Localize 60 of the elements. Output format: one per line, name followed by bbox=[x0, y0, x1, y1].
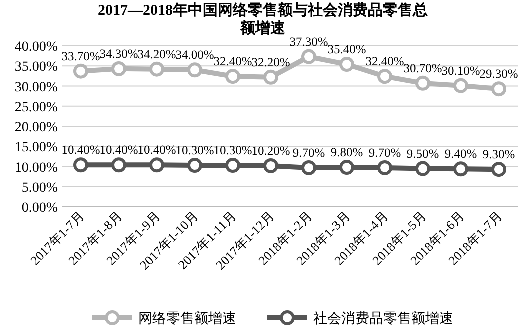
y-tick-label: 25.00% bbox=[14, 100, 58, 116]
y-tick-label: 40.00% bbox=[14, 40, 58, 55]
point bbox=[188, 158, 202, 174]
data-label: 34.00% bbox=[176, 48, 214, 62]
legend-label: 网络零售额增速 bbox=[138, 311, 236, 327]
point bbox=[454, 78, 468, 94]
point bbox=[378, 160, 392, 176]
point bbox=[340, 57, 354, 72]
data-label: 9.30% bbox=[482, 148, 516, 162]
data-label: 10.40% bbox=[100, 143, 138, 158]
data-label: 10.30% bbox=[214, 144, 252, 158]
point bbox=[492, 162, 506, 178]
data-label: 32.40% bbox=[366, 54, 404, 69]
data-label: 29.30% bbox=[480, 67, 518, 82]
point bbox=[302, 49, 316, 64]
point bbox=[74, 64, 88, 79]
y-tick-label: 30.00% bbox=[14, 80, 58, 96]
y-tick-label: 10.00% bbox=[14, 160, 58, 176]
data-label: 10.30% bbox=[176, 144, 214, 158]
y-tick-label: 35.00% bbox=[14, 60, 58, 76]
y-tick-label: 5.00% bbox=[22, 180, 58, 196]
point bbox=[340, 160, 354, 176]
data-label: 30.10% bbox=[442, 64, 480, 78]
data-label: 10.40% bbox=[62, 143, 100, 158]
point bbox=[150, 158, 164, 173]
point bbox=[226, 158, 240, 174]
point bbox=[112, 158, 126, 173]
data-label: 37.30% bbox=[290, 34, 328, 49]
y-tick-label: 15.00% bbox=[14, 140, 58, 156]
point bbox=[416, 161, 430, 176]
data-label: 30.70% bbox=[404, 61, 442, 76]
point bbox=[378, 69, 392, 84]
point bbox=[302, 160, 316, 176]
data-label: 9.80% bbox=[330, 146, 364, 160]
data-label: 32.40% bbox=[214, 54, 252, 69]
data-label: 9.70% bbox=[292, 146, 326, 160]
data-label: 9.70% bbox=[368, 146, 402, 160]
chart-title: 2017—2018年中国网络零售额与社会消费品零售总额增速 bbox=[98, 3, 428, 37]
point bbox=[226, 69, 240, 84]
point bbox=[416, 76, 430, 91]
point bbox=[188, 62, 202, 78]
data-label: 35.40% bbox=[328, 42, 366, 57]
point bbox=[150, 62, 164, 77]
point bbox=[264, 70, 278, 85]
legend-label: 社会消费品零售额增速 bbox=[314, 311, 454, 327]
data-label: 33.70% bbox=[62, 49, 100, 64]
y-tick-label: 20.00% bbox=[14, 120, 58, 136]
point bbox=[264, 158, 278, 174]
point bbox=[492, 82, 506, 97]
point bbox=[454, 162, 468, 177]
data-label: 10.20% bbox=[252, 144, 290, 158]
data-label: 9.50% bbox=[406, 146, 440, 161]
data-label: 34.20% bbox=[138, 47, 176, 62]
data-label: 32.20% bbox=[252, 55, 290, 70]
data-label: 34.30% bbox=[100, 46, 138, 61]
y-tick-label: 0.00% bbox=[22, 201, 58, 216]
data-label: 9.40% bbox=[444, 147, 478, 162]
data-label: 10.40% bbox=[138, 143, 176, 158]
point bbox=[112, 61, 126, 76]
point bbox=[74, 158, 88, 173]
